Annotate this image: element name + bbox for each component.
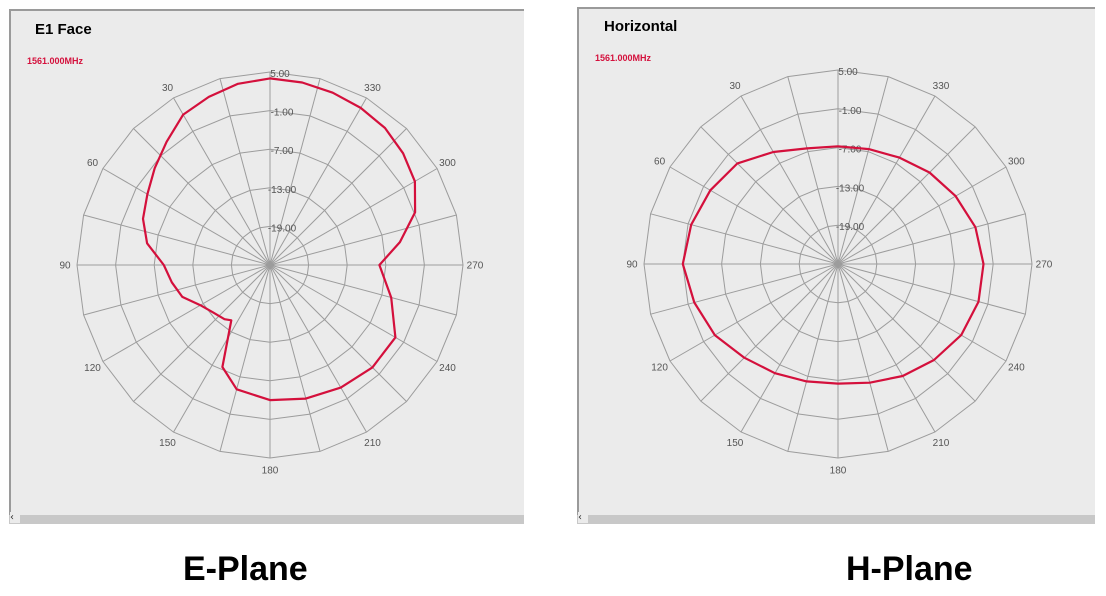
grid-spoke (219, 264, 271, 452)
grid-spoke (837, 263, 889, 452)
grid-spoke (83, 214, 271, 266)
angle-tick-label: 330 (364, 83, 381, 94)
grid-spoke (269, 128, 407, 266)
grid-spoke (269, 168, 438, 266)
grid-spoke (837, 263, 936, 433)
angle-tick-label: 120 (84, 363, 101, 374)
radial-tick-label: -13.00 (836, 183, 865, 194)
grid-spoke (837, 263, 976, 402)
grid-spoke (740, 263, 839, 433)
e-plane-caption: E-Plane (183, 550, 308, 588)
grid-spoke (837, 213, 1026, 265)
angle-tick-label: 120 (651, 363, 668, 374)
grid-spoke (269, 214, 457, 266)
angle-tick-label: 30 (162, 83, 174, 94)
grid-spoke (269, 264, 457, 316)
grid-spoke (102, 264, 271, 362)
angle-tick-label: 150 (159, 438, 176, 449)
radial-tick-label: 5.00 (270, 69, 290, 80)
grid-spoke (102, 168, 271, 266)
grid-spoke (269, 78, 321, 266)
h-plane-caption: H-Plane (846, 550, 973, 588)
angle-tick-label: 150 (727, 438, 744, 449)
grid-spoke (650, 213, 839, 265)
polar-grid (76, 71, 464, 459)
grid-spoke (173, 264, 271, 433)
grid-spoke (133, 264, 271, 402)
angle-tick-label: 90 (59, 261, 71, 272)
grid-spoke (269, 97, 367, 266)
angle-tick-label: 300 (1008, 157, 1025, 168)
scroll-left-icon[interactable]: ‹ (10, 512, 20, 523)
grid-spoke (837, 166, 1007, 265)
pattern-trace (681, 145, 985, 385)
polar-plot-h-plane: 30 60 90 120 150 180 210 240 270 300 330 5.00 -1.00 -… (626, 67, 1053, 477)
grid-spoke (269, 264, 367, 433)
angle-tick-label: 30 (729, 81, 741, 92)
grid-spoke (650, 263, 839, 315)
radial-tick-label: -7.00 (271, 146, 294, 157)
horizontal-scrollbar[interactable]: ‹ (577, 512, 1095, 524)
angle-tick-label: 90 (626, 260, 638, 271)
radial-tick-label: 5.00 (838, 67, 858, 78)
angle-tick-label: 180 (830, 466, 847, 477)
h-plane-chart-panel: Horizontal 1561.000MHz 30 60 90 120 150 180 21… (577, 7, 1095, 524)
angle-tick-label: 240 (1008, 363, 1025, 374)
angle-tick-label: 210 (364, 438, 381, 449)
grid-spoke (269, 264, 321, 452)
radial-tick-label: -13.00 (268, 185, 297, 196)
grid-spoke (219, 78, 271, 266)
pattern-trace (141, 77, 417, 402)
angle-tick-label: 60 (87, 158, 99, 169)
angle-tick-label: 300 (439, 158, 456, 169)
radial-tick-label: -19.00 (268, 223, 297, 234)
horizontal-scrollbar[interactable]: ‹ (9, 512, 524, 524)
legend-frequency: 1561.000MHz (27, 56, 84, 66)
grid-spoke (837, 263, 1026, 315)
grid-spoke (740, 95, 839, 265)
angle-tick-label: 270 (467, 261, 484, 272)
radial-tick-label: -7.00 (839, 145, 862, 156)
angle-tick-label: 210 (933, 438, 950, 449)
polar-grid (643, 69, 1033, 459)
angle-tick-label: 60 (654, 157, 666, 168)
grid-spoke (173, 97, 271, 266)
grid-spoke (669, 166, 839, 265)
grid-spoke (700, 126, 839, 265)
chart-title: Horizontal (604, 18, 678, 35)
angle-tick-label: 330 (933, 81, 950, 92)
radial-tick-label: -1.00 (271, 108, 294, 119)
angle-tick-label: 240 (439, 363, 456, 374)
angle-tick-label: 180 (262, 466, 279, 477)
scroll-left-icon[interactable]: ‹ (578, 512, 588, 523)
grid-spoke (837, 126, 976, 265)
grid-spoke (787, 76, 839, 265)
e-plane-chart-panel: E1 Face 1561.000MHz 30 60 90 120 150 180 210 24… (9, 9, 524, 524)
legend-frequency: 1561.000MHz (595, 53, 652, 63)
angle-tick-label: 270 (1036, 260, 1053, 271)
grid-spoke (787, 263, 839, 452)
chart-title: E1 Face (35, 21, 92, 38)
grid-spoke (837, 263, 1007, 362)
grid-spoke (837, 76, 889, 265)
radial-tick-label: -19.00 (836, 222, 865, 233)
grid-spoke (269, 264, 438, 362)
radial-tick-label: -1.00 (839, 106, 862, 117)
polar-plot-e-plane: 30 60 90 120 150 180 210 240 270 300 330 5.00 -1.00 -… (59, 69, 484, 477)
grid-spoke (669, 263, 839, 362)
grid-spoke (837, 95, 936, 265)
grid-spoke (269, 264, 407, 402)
grid-spoke (133, 128, 271, 266)
grid-spoke (700, 263, 839, 402)
